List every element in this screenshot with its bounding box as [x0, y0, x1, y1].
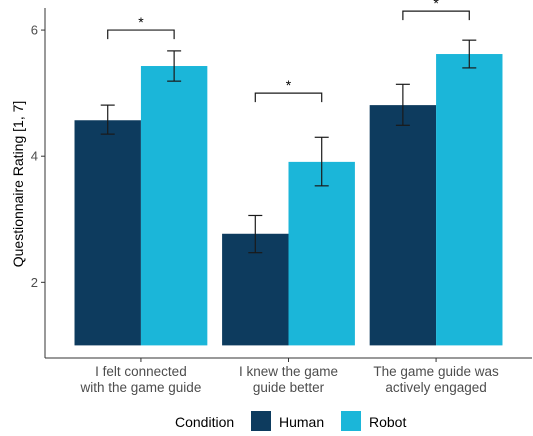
- significance-bracket: [402, 10, 470, 21]
- x-category-label: The game guide was: [373, 364, 499, 379]
- bar-human: [369, 105, 437, 346]
- legend-swatch-robot: [341, 411, 361, 431]
- legend-label-robot: Robot: [369, 414, 406, 430]
- legend-title: Condition: [175, 414, 234, 430]
- x-category-label: I knew the game: [239, 364, 338, 379]
- bar-robot: [436, 54, 503, 346]
- legend-label-human: Human: [279, 414, 324, 430]
- significance-label: *: [138, 14, 144, 30]
- y-tick-label: 6: [31, 23, 38, 38]
- significance-bracket: [254, 92, 323, 103]
- x-category-label: guide better: [253, 380, 325, 395]
- significance-label: *: [286, 77, 292, 93]
- y-tick-label: 4: [31, 149, 38, 164]
- legend-swatch-human: [251, 411, 271, 431]
- x-category-label: actively engaged: [385, 380, 486, 395]
- y-tick-label: 2: [31, 275, 38, 290]
- bar-robot: [140, 66, 208, 346]
- legend: Condition Human Robot: [175, 411, 406, 431]
- y-axis-title: Questionnaire Rating [1, 7]: [10, 101, 26, 268]
- significance-bracket: [107, 29, 175, 40]
- significance-layer: * * *: [107, 0, 470, 103]
- x-category-label: with the game guide: [80, 380, 202, 395]
- significance-label: *: [433, 0, 439, 11]
- y-ticks: 2 4 6: [31, 23, 45, 290]
- bar-human: [74, 120, 141, 346]
- bars-layer: [74, 54, 503, 346]
- bar-robot: [288, 161, 355, 346]
- error-bars-layer: [100, 39, 477, 254]
- x-category-label: I felt connected: [95, 364, 187, 379]
